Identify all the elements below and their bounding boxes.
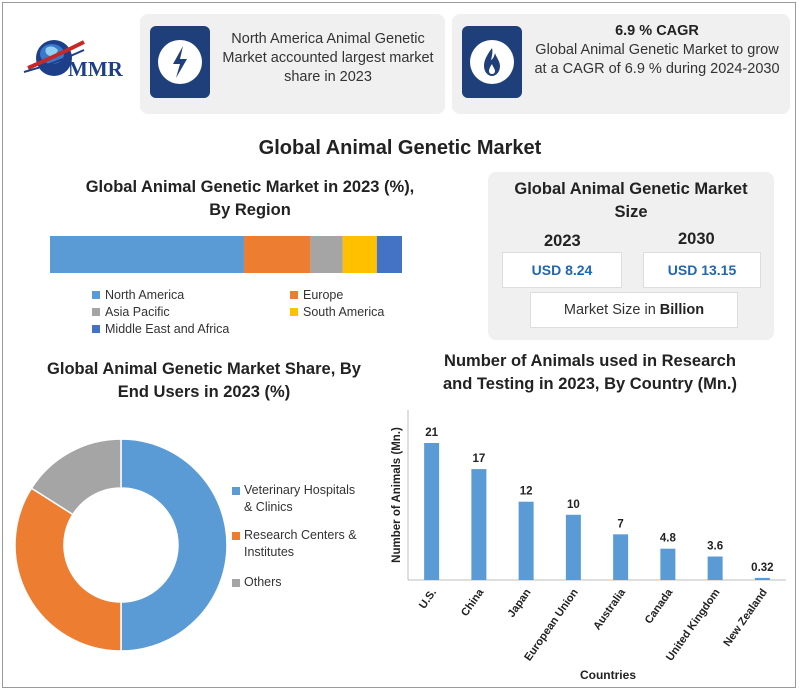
bar-segment-middle-east-and-africa	[376, 236, 402, 273]
legend-asia-pacific: Asia Pacific	[92, 305, 170, 319]
data-label: 17	[472, 453, 485, 465]
end-users-title-line1: Global Animal Genetic Market Share, By	[47, 360, 361, 378]
globe-logo-icon	[23, 40, 85, 76]
bar-segment-europe	[243, 236, 311, 273]
year-2030-label: 2030	[678, 230, 715, 248]
x-tick-label: United Kingdom	[664, 587, 723, 664]
legend-europe: Europe	[290, 288, 343, 302]
bar-australia	[613, 534, 629, 580]
legend-swatch	[232, 532, 240, 540]
bar-segment-south-america	[342, 236, 377, 273]
data-label: 0.32	[751, 562, 773, 574]
bar-japan	[518, 501, 534, 580]
legend-label-line2: & Clinics	[244, 500, 293, 514]
legend-swatch	[232, 487, 240, 495]
market-size-2023-value: USD 8.24	[502, 252, 622, 288]
market-size-title: Global Animal Genetic Market Size	[488, 178, 774, 224]
data-label: 10	[567, 499, 580, 511]
legend-research-centers: Research Centers & Institutes	[232, 527, 382, 561]
animals-chart-title: Number of Animals used in Research and T…	[400, 350, 780, 396]
unit-prefix: Market Size in	[563, 302, 660, 318]
flame-icon	[462, 26, 522, 98]
highlight-card-cagr: 6.9 % CAGR Global Animal Genetic Market …	[452, 14, 790, 114]
legend-others: Others	[232, 574, 382, 591]
legend-swatch	[92, 308, 100, 316]
legend-label-line1: Others	[244, 575, 282, 589]
x-axis-label: Countries	[580, 668, 636, 682]
bar-segment-asia-pacific	[310, 236, 343, 273]
market-size-card: Global Animal Genetic Market Size 2023 2…	[488, 172, 774, 340]
legend-label-line2: Institutes	[244, 545, 295, 559]
donut-slice-research-centers-institutes	[14, 487, 122, 652]
bar-china	[471, 469, 487, 580]
x-tick-label: European Union	[522, 587, 581, 664]
page-title: Global Animal Genetic Market	[258, 137, 542, 159]
region-chart-title: Global Animal Genetic Market in 2023 (%)…	[40, 176, 460, 222]
x-tick-label: China	[459, 586, 487, 619]
legend-veterinary-hospitals: Veterinary Hospitals & Clinics	[232, 482, 382, 516]
data-label: 12	[520, 486, 533, 498]
card-text: North America Animal Genetic Market acco…	[222, 31, 434, 85]
region-title-line1: Global Animal Genetic Market in 2023 (%)…	[85, 178, 415, 196]
x-tick-label: Canada	[643, 586, 676, 626]
animals-bar-chart: 21 U.S. 17 China 12 Japan 10 European Union 7 Aus…	[391, 410, 786, 682]
unit-bold: Billion	[659, 302, 705, 318]
cagr-description: Global Animal Genetic Market to grow at …	[534, 42, 780, 77]
region-stacked-bar	[50, 236, 402, 273]
year-2023-label: 2023	[544, 232, 581, 250]
legend-label: South America	[303, 305, 385, 319]
legend-swatch	[92, 325, 100, 333]
legend-middle-east-africa: Middle East and Africa	[92, 322, 229, 336]
mmr-logo: MMR	[12, 12, 132, 92]
donut-slice-others	[30, 438, 122, 516]
bar-united-kingdom	[707, 556, 723, 580]
bar-segment-north-america	[50, 236, 244, 273]
market-size-title-line2: Size	[614, 203, 648, 221]
legend-swatch	[232, 579, 240, 587]
y-axis-label: Number of Animals (Mn.)	[391, 427, 403, 563]
donut-slice-veterinary-hospitals-clinics	[120, 438, 228, 652]
x-tick-label: U.S.	[417, 587, 439, 611]
x-tick-label: Australia	[591, 586, 628, 632]
highlight-card-north-america: North America Animal Genetic Market acco…	[140, 14, 445, 114]
end-users-donut-chart	[14, 438, 228, 652]
legend-south-america: South America	[290, 305, 384, 319]
data-label: 4.8	[660, 533, 677, 545]
animals-title-line2: and Testing in 2023, By Country (Mn.)	[443, 375, 737, 393]
lightning-icon	[150, 26, 210, 98]
data-label: 3.6	[707, 541, 723, 553]
legend-swatch	[92, 291, 100, 299]
bar-new-zealand	[754, 577, 770, 580]
end-users-chart-title: Global Animal Genetic Market Share, By E…	[14, 358, 394, 404]
bar-u-s	[424, 443, 440, 580]
legend-label: Middle East and Africa	[105, 322, 230, 336]
x-tick-label: New Zealand	[721, 587, 769, 649]
legend-label: Asia Pacific	[105, 305, 170, 319]
legend-label-line1: Research Centers &	[244, 528, 357, 542]
legend-north-america: North America	[92, 288, 184, 302]
legend-label: Europe	[303, 288, 344, 302]
bar-canada	[660, 548, 676, 580]
market-size-2030-value: USD 13.15	[643, 252, 761, 288]
legend-swatch	[290, 308, 298, 316]
region-title-line2: By Region	[209, 201, 291, 219]
legend-label-line1: Veterinary Hospitals	[244, 483, 356, 497]
card-text: 6.9 % CAGR Global Animal Genetic Market …	[532, 22, 782, 79]
animals-title-line1: Number of Animals used in Research	[444, 352, 736, 370]
end-users-title-line2: End Users in 2023 (%)	[117, 383, 291, 401]
x-tick-label: Japan	[506, 587, 534, 620]
legend-swatch	[290, 291, 298, 299]
bar-european-union	[565, 514, 581, 580]
logo-text: MMR	[68, 57, 124, 81]
data-label: 21	[425, 427, 438, 439]
market-size-unit: Market Size in Billion	[530, 292, 738, 328]
data-label: 7	[617, 518, 623, 530]
cagr-title: 6.9 % CAGR	[615, 23, 699, 39]
market-size-title-line1: Global Animal Genetic Market	[514, 180, 748, 198]
legend-label: North America	[105, 288, 185, 302]
